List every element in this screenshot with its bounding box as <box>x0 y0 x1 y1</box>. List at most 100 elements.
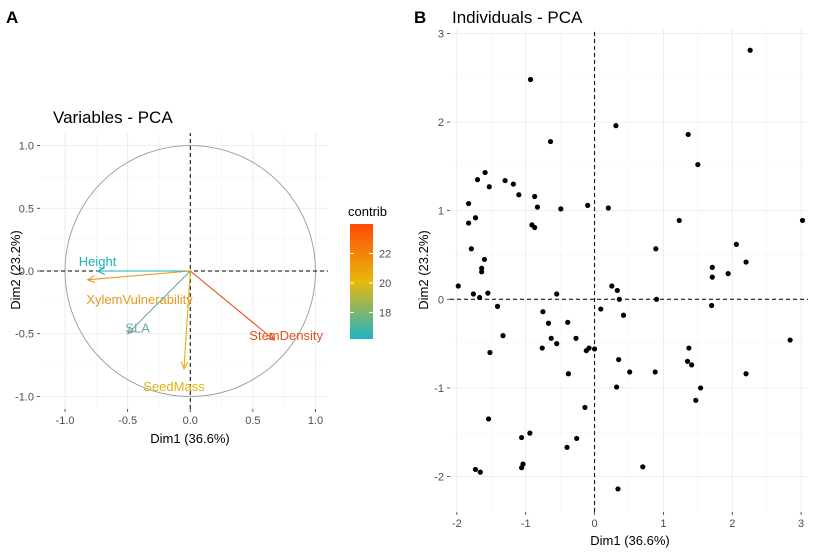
individual-point <box>540 309 546 315</box>
individual-point <box>565 371 572 377</box>
y-tick-label: -2 <box>434 472 444 484</box>
individual-point <box>799 217 806 224</box>
individual-point <box>582 404 588 411</box>
panel-letter-a: A <box>6 8 18 27</box>
individual-point <box>620 312 627 318</box>
individuals-plot-ticks: -2 -1 0 1 2 3 -2 -1 0 1 2 3 <box>434 28 804 530</box>
individual-point <box>472 215 479 221</box>
x-tick-label: -2 <box>452 518 462 530</box>
individual-point <box>689 362 695 368</box>
individual-point <box>693 397 699 403</box>
variable-arrowhead-xylemvulnerability <box>86 275 96 284</box>
individual-point <box>743 259 749 265</box>
individual-point <box>743 371 749 377</box>
individual-point <box>747 47 753 53</box>
legend-ticks: 18 20 22 <box>350 248 391 319</box>
variables-plot-ticks: -1.0 -0.5 0.0 0.5 1.0 -1.0 -0.5 0.0 0.5 1.0 <box>15 141 323 427</box>
individual-point <box>545 320 552 326</box>
individual-point <box>486 184 492 190</box>
legend-colorbar <box>350 224 373 339</box>
y-tick-label: 3 <box>438 28 444 40</box>
panel-letter-b: B <box>414 8 426 27</box>
individual-point <box>539 345 545 351</box>
y-tick-label: -1 <box>434 383 444 395</box>
individual-point <box>787 337 793 343</box>
individual-point <box>558 206 564 212</box>
variable-arrowhead-seedmass <box>180 361 189 371</box>
individual-point <box>494 303 501 309</box>
y-tick-label: 2 <box>438 117 444 129</box>
variable-arrowhead-stemdensity <box>266 332 276 341</box>
variable-arrow-seedmass <box>183 270 191 369</box>
y-tick-label: -0.5 <box>15 329 34 341</box>
variable-label-xylemvulnerability: XylemVulnerability <box>86 292 193 307</box>
individual-point <box>698 385 704 391</box>
individual-point <box>695 161 701 168</box>
variable-label-height: Height <box>79 254 117 269</box>
individual-point <box>548 335 554 341</box>
individual-point <box>510 181 516 187</box>
legend-tick-label: 20 <box>379 278 391 290</box>
variable-arrow-stemdensity <box>189 270 275 341</box>
individual-point <box>479 269 485 275</box>
individual-point <box>527 76 534 83</box>
individual-point <box>616 296 622 302</box>
individual-point <box>532 224 538 231</box>
y-tick-label: 0 <box>438 294 444 306</box>
individual-point <box>591 346 598 352</box>
individual-point <box>487 349 493 356</box>
individual-point <box>465 220 472 226</box>
individual-point <box>574 435 580 442</box>
individual-point <box>465 200 472 207</box>
variables-x-axis-title: Dim1 (36.6%) <box>150 431 229 446</box>
variable-label-seedmass: SeedMass <box>143 379 205 394</box>
individual-point <box>709 302 715 309</box>
x-tick-label: -0.5 <box>118 415 137 427</box>
x-tick-label: -1.0 <box>56 415 75 427</box>
y-tick-label: 0.5 <box>19 203 34 215</box>
individual-point <box>554 291 560 297</box>
individual-point <box>477 294 483 301</box>
y-tick-label: 1.0 <box>19 141 34 153</box>
individual-point <box>477 469 483 475</box>
individual-point <box>485 290 491 296</box>
individual-point <box>455 283 461 289</box>
individual-point <box>614 287 620 294</box>
individual-point <box>685 131 691 138</box>
individual-point <box>564 444 570 450</box>
individuals-x-axis-title: Dim1 (36.6%) <box>590 533 669 548</box>
individual-point <box>502 177 508 184</box>
individual-point <box>534 204 541 210</box>
variables-y-axis-title: Dim2 (23.2%) <box>8 230 23 309</box>
contrib-legend: contrib 18 20 22 <box>348 204 391 339</box>
individuals-plot-title: Individuals - PCA <box>452 8 583 27</box>
x-tick-label: 0.5 <box>245 415 260 427</box>
individual-point <box>481 256 488 263</box>
individual-point <box>532 193 538 200</box>
individual-point <box>598 306 604 312</box>
variables-pca-plot: Variables - PCA -1.0 -0.5 0.0 0.5 1.0 -1.0 -0.… <box>8 108 328 446</box>
individual-point <box>640 464 646 470</box>
individual-point <box>725 271 731 277</box>
variable-label-sla: SLA <box>125 321 150 336</box>
individual-point <box>472 466 479 473</box>
individual-point <box>616 356 622 363</box>
individual-point <box>614 384 620 390</box>
variables-plot-title: Variables - PCA <box>53 108 173 127</box>
individual-point <box>474 177 481 183</box>
individual-point <box>652 369 658 375</box>
individual-point <box>547 138 554 145</box>
individual-point <box>468 246 474 252</box>
individual-point <box>527 430 533 436</box>
legend-tick-label: 22 <box>379 248 391 260</box>
y-tick-label: -1.0 <box>15 391 34 403</box>
individual-point <box>733 241 740 247</box>
individuals-plot-grid <box>450 29 808 512</box>
legend-tick-label: 18 <box>379 307 391 319</box>
variables-plot-marks: Height XylemVulnerability SLA StemDensity Se… <box>40 133 328 409</box>
individual-point <box>500 333 506 339</box>
individual-point <box>676 217 682 224</box>
individual-point <box>565 319 571 325</box>
variable-arrow-xylemvulnerability <box>87 270 191 281</box>
